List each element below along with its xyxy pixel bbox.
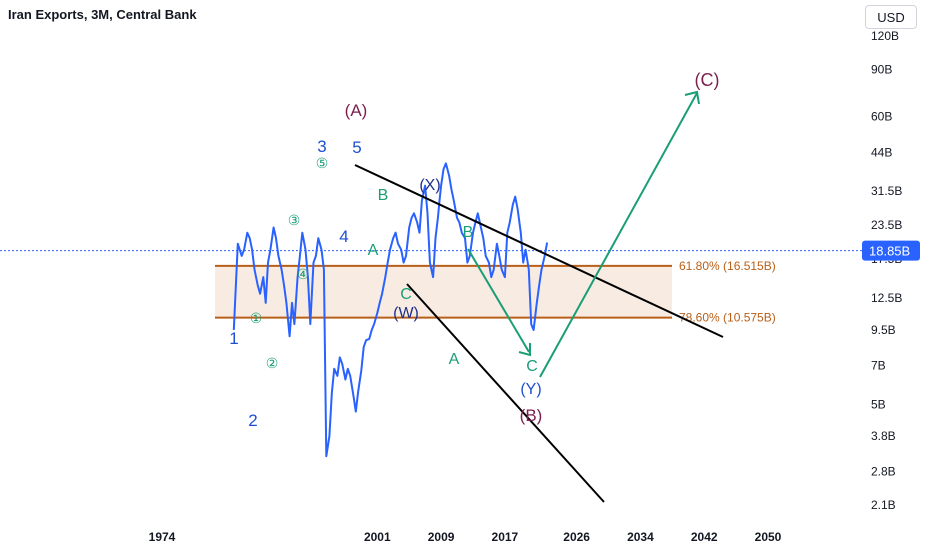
- y-tick-label: 7B: [871, 358, 886, 372]
- last-value-label: 18.85B: [869, 244, 910, 259]
- wave-label[interactable]: ②: [266, 355, 279, 371]
- wave-label[interactable]: ③: [288, 212, 301, 228]
- wave-label[interactable]: ④: [297, 266, 310, 282]
- y-tick-label: 60B: [871, 109, 892, 123]
- wave-label[interactable]: 3: [317, 137, 326, 156]
- x-tick-label: 2034: [627, 530, 654, 544]
- lower-trendline[interactable]: [406, 283, 605, 503]
- chart-title: Iran Exports, 3M, Central Bank: [8, 7, 197, 22]
- y-tick-label: 120B: [871, 29, 899, 43]
- upper-trendline[interactable]: [354, 164, 724, 338]
- y-tick-label: 90B: [871, 62, 892, 76]
- wave-label[interactable]: 4: [339, 227, 348, 246]
- wave-label[interactable]: B: [378, 187, 389, 204]
- fib-level-label: 61.80% (16.515B): [679, 259, 776, 273]
- wave-label[interactable]: (Y): [520, 381, 541, 398]
- x-tick-label: 2001: [364, 530, 391, 544]
- x-tick-label: 2026: [563, 530, 590, 544]
- currency-button[interactable]: USD: [865, 5, 917, 29]
- exports-series-line[interactable]: [232, 162, 549, 458]
- wave-label[interactable]: B: [463, 224, 474, 241]
- down-arrow-head: [518, 343, 531, 357]
- wave-label[interactable]: C: [526, 358, 538, 375]
- y-tick-label: 23.5B: [871, 218, 902, 232]
- y-tick-label: 9.5B: [871, 323, 896, 337]
- last-value-badge: [862, 240, 920, 261]
- x-tick-label: 2017: [492, 530, 519, 544]
- wave-label[interactable]: (C): [695, 70, 720, 90]
- x-tick-label: 2050: [755, 530, 782, 544]
- wave-label[interactable]: (X): [419, 177, 440, 194]
- wave-label[interactable]: A: [368, 242, 379, 259]
- y-tick-label: 2.8B: [871, 465, 896, 479]
- y-tick-label: 12.5B: [871, 291, 902, 305]
- wave-label[interactable]: (A): [345, 101, 368, 120]
- y-tick-label: 31.5B: [871, 184, 902, 198]
- up-arrow-path[interactable]: [539, 92, 698, 378]
- y-tick-label: 3.8B: [871, 429, 896, 443]
- y-tick-label: 44B: [871, 145, 892, 159]
- wave-label[interactable]: 1: [229, 329, 238, 348]
- x-tick-label: 1974: [149, 530, 176, 544]
- wave-label[interactable]: (W): [393, 305, 419, 322]
- y-tick-label: 5B: [871, 397, 886, 411]
- x-tick-label: 2042: [691, 530, 718, 544]
- wave-label[interactable]: 5: [352, 138, 361, 157]
- wave-label[interactable]: (B): [520, 406, 543, 425]
- wave-label[interactable]: ①: [250, 310, 263, 326]
- up-arrow-head: [684, 90, 700, 105]
- wave-label[interactable]: ⑤: [316, 155, 329, 171]
- x-tick-label: 2009: [428, 530, 455, 544]
- wave-label[interactable]: A: [449, 351, 460, 368]
- wave-label[interactable]: 2: [248, 411, 257, 430]
- fib-zone: [215, 265, 672, 318]
- y-tick-label: 2.1B: [871, 498, 896, 512]
- down-arrow-path[interactable]: [467, 248, 530, 353]
- fib-level-label: 78.60% (10.575B): [679, 311, 776, 325]
- wave-label[interactable]: C: [400, 286, 412, 303]
